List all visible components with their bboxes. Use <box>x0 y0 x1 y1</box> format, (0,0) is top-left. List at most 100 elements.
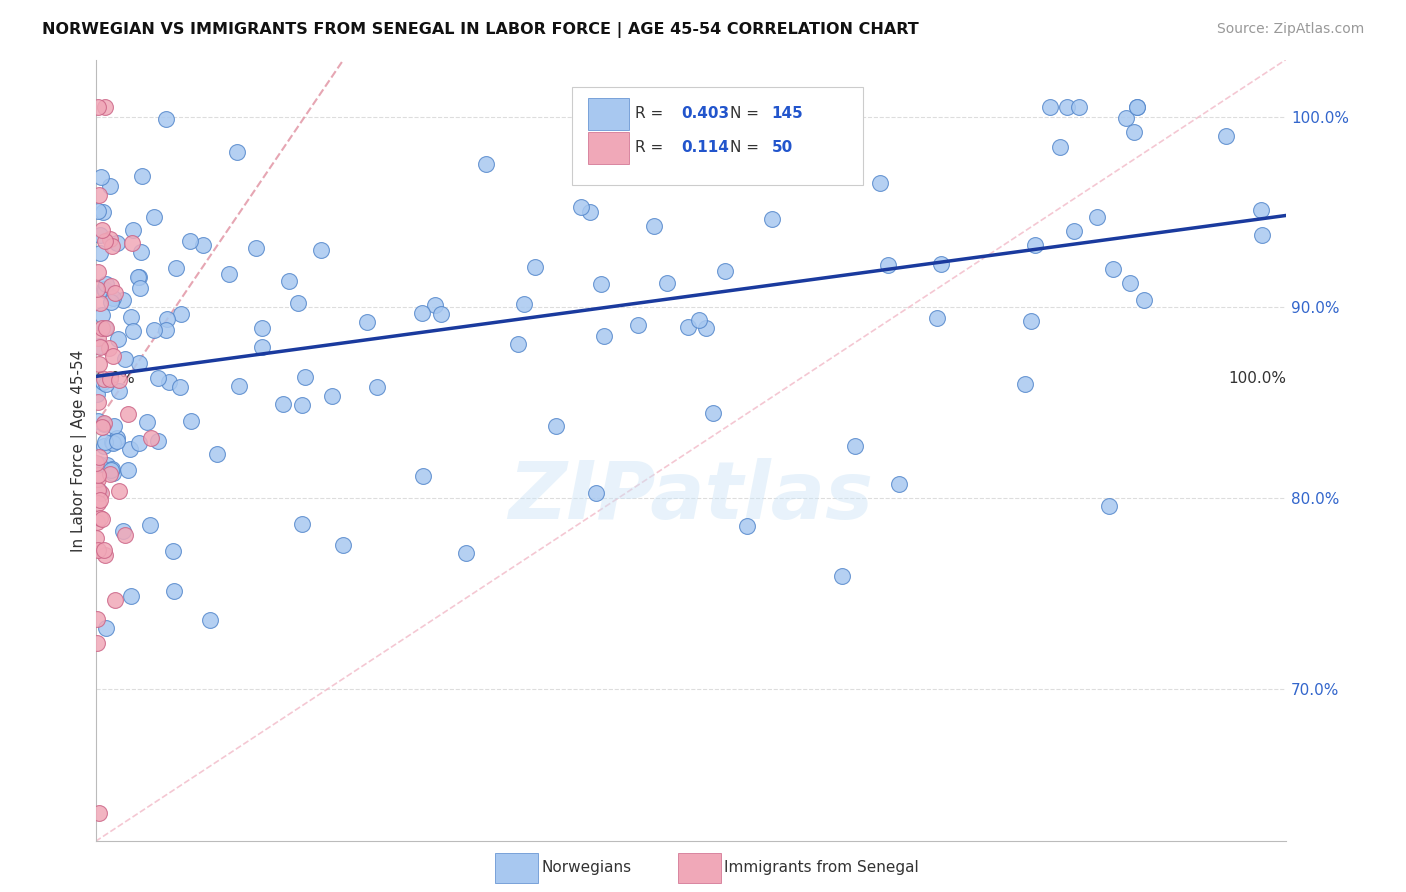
Point <box>108 384 131 398</box>
Point <box>887 477 910 491</box>
Point <box>146 371 169 385</box>
Point <box>831 568 853 582</box>
Point <box>108 373 131 387</box>
Point <box>1014 377 1036 392</box>
Point <box>1132 293 1154 307</box>
Point <box>139 517 162 532</box>
Point <box>96 458 118 472</box>
FancyBboxPatch shape <box>572 87 863 185</box>
Text: 50: 50 <box>772 140 793 154</box>
Point <box>103 418 125 433</box>
Point <box>89 227 111 242</box>
Point <box>579 205 602 219</box>
Point <box>1126 100 1149 114</box>
Point <box>87 805 110 820</box>
Point <box>93 542 115 557</box>
Point <box>155 112 177 127</box>
Point <box>179 234 201 248</box>
Point <box>107 484 129 499</box>
Point <box>86 612 108 626</box>
Point <box>98 178 121 193</box>
Point <box>877 258 900 272</box>
Point <box>87 100 110 114</box>
Point <box>1250 227 1272 242</box>
Point <box>103 291 125 305</box>
Point <box>86 635 108 649</box>
Point <box>91 512 114 526</box>
Point <box>94 435 117 450</box>
Point <box>835 112 858 126</box>
Point <box>87 496 110 510</box>
Point <box>94 622 117 636</box>
Point <box>1056 100 1078 114</box>
Point <box>86 282 108 296</box>
Point <box>290 516 312 531</box>
Point <box>228 379 250 393</box>
Point <box>682 125 704 139</box>
Point <box>86 515 108 529</box>
Point <box>91 320 114 334</box>
Point <box>94 234 117 248</box>
Point <box>761 212 783 227</box>
Point <box>321 389 343 403</box>
Point <box>89 492 111 507</box>
Point <box>695 320 717 334</box>
Point <box>98 372 121 386</box>
Point <box>226 145 249 159</box>
Point <box>169 307 191 321</box>
Point <box>118 442 141 457</box>
Point <box>180 414 202 428</box>
Point <box>86 394 108 409</box>
Point <box>90 308 112 322</box>
Point <box>169 380 191 394</box>
Point <box>104 285 127 300</box>
Point <box>89 338 111 352</box>
Point <box>94 321 117 335</box>
Point <box>101 462 124 476</box>
Point <box>98 232 121 246</box>
Point <box>86 387 108 401</box>
Point <box>128 269 150 284</box>
Y-axis label: In Labor Force | Age 45-54: In Labor Force | Age 45-54 <box>72 350 87 551</box>
Point <box>86 472 108 486</box>
FancyBboxPatch shape <box>588 98 628 130</box>
Point <box>94 320 117 334</box>
Point <box>87 203 110 218</box>
Point <box>218 267 240 281</box>
Point <box>425 297 447 311</box>
Point <box>1067 100 1090 114</box>
Point <box>141 431 163 445</box>
Point <box>129 281 152 295</box>
Point <box>87 358 110 372</box>
Point <box>162 543 184 558</box>
Point <box>114 351 136 366</box>
Point <box>101 435 124 450</box>
Point <box>94 548 117 562</box>
Text: 100.0%: 100.0% <box>1227 371 1286 385</box>
Point <box>90 420 112 434</box>
Point <box>87 483 110 497</box>
Point <box>245 241 267 255</box>
Point <box>546 419 568 434</box>
Text: N =: N = <box>730 140 759 154</box>
Point <box>513 297 536 311</box>
Point <box>87 265 110 279</box>
Text: 0.114: 0.114 <box>682 140 730 154</box>
Point <box>86 531 108 545</box>
Point <box>122 223 145 237</box>
Point <box>593 329 616 343</box>
Point <box>1122 124 1144 138</box>
Point <box>714 263 737 277</box>
Point <box>100 294 122 309</box>
Text: R =: R = <box>636 140 668 154</box>
Text: Immigrants from Senegal: Immigrants from Senegal <box>724 861 920 875</box>
Point <box>89 245 111 260</box>
Point <box>163 583 186 598</box>
Text: 0.403: 0.403 <box>682 106 730 121</box>
Point <box>148 434 170 449</box>
Point <box>524 260 547 274</box>
Point <box>89 483 111 498</box>
Point <box>84 456 107 470</box>
Point <box>287 296 309 310</box>
Point <box>93 282 115 296</box>
